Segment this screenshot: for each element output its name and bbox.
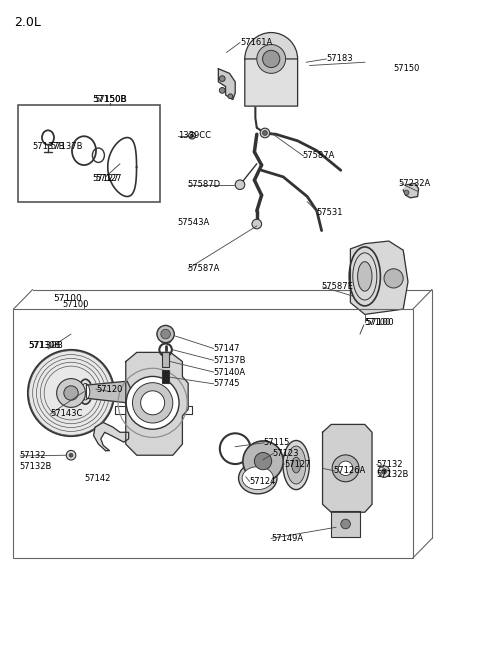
Circle shape [219, 88, 225, 93]
Text: 57142: 57142 [84, 474, 110, 483]
Ellipse shape [287, 446, 306, 484]
Ellipse shape [283, 441, 309, 490]
Ellipse shape [292, 457, 300, 473]
Text: 57161A: 57161A [240, 38, 272, 47]
Circle shape [263, 50, 280, 67]
Ellipse shape [81, 384, 90, 400]
Text: 57115: 57115 [263, 438, 289, 447]
Text: 57143C: 57143C [50, 409, 83, 419]
Text: 57587A: 57587A [302, 151, 335, 160]
Text: 57587A: 57587A [187, 264, 219, 273]
Text: 57123: 57123 [273, 449, 299, 458]
Text: 57140A: 57140A [214, 367, 246, 377]
Ellipse shape [79, 379, 92, 404]
Bar [162, 370, 169, 383]
Text: 57150: 57150 [394, 64, 420, 73]
Text: 57127: 57127 [284, 460, 311, 469]
Circle shape [260, 128, 270, 138]
Circle shape [252, 219, 262, 229]
Circle shape [254, 453, 272, 470]
Ellipse shape [358, 262, 372, 291]
Circle shape [382, 469, 386, 474]
Text: 57149A: 57149A [271, 534, 303, 543]
Circle shape [161, 329, 170, 339]
Circle shape [219, 76, 225, 81]
Circle shape [341, 519, 350, 529]
Text: 57132B: 57132B [19, 462, 51, 471]
Circle shape [57, 379, 85, 407]
Circle shape [404, 190, 409, 195]
Text: 57137B: 57137B [50, 142, 83, 151]
Circle shape [141, 391, 165, 415]
Bar [18, 105, 160, 202]
Text: 57543A: 57543A [178, 218, 210, 227]
Text: 57126A: 57126A [334, 466, 366, 476]
Bar [13, 309, 413, 558]
Circle shape [257, 45, 286, 73]
Polygon shape [94, 422, 129, 451]
Bar [331, 511, 360, 537]
Circle shape [338, 461, 353, 476]
Text: 57120: 57120 [96, 384, 122, 394]
Circle shape [157, 326, 174, 343]
Text: 57100: 57100 [365, 318, 394, 327]
Polygon shape [403, 183, 419, 198]
Circle shape [332, 455, 359, 482]
Text: 57232A: 57232A [398, 179, 431, 188]
Ellipse shape [239, 462, 277, 494]
Text: 57531: 57531 [317, 208, 343, 217]
Text: 57587E: 57587E [322, 282, 353, 291]
Text: 57137B: 57137B [33, 141, 65, 151]
Polygon shape [218, 69, 235, 100]
Text: 57132: 57132 [19, 451, 46, 460]
Text: 57124: 57124 [250, 477, 276, 486]
Circle shape [66, 451, 76, 460]
Text: 57127: 57127 [95, 174, 121, 183]
Circle shape [69, 453, 73, 457]
Text: 57100: 57100 [365, 318, 391, 327]
Circle shape [243, 441, 283, 481]
Circle shape [378, 466, 390, 477]
Text: 57130B: 57130B [28, 341, 63, 350]
Polygon shape [245, 52, 298, 106]
Text: 1339CC: 1339CC [178, 131, 211, 140]
Text: 57100: 57100 [53, 293, 82, 303]
Text: 57587D: 57587D [187, 180, 220, 189]
Circle shape [28, 350, 114, 436]
Circle shape [126, 377, 179, 429]
Circle shape [191, 134, 193, 137]
Circle shape [132, 383, 173, 423]
Circle shape [263, 130, 267, 136]
Text: 57132B: 57132B [377, 470, 409, 479]
Polygon shape [350, 241, 408, 314]
Circle shape [64, 386, 78, 400]
Circle shape [235, 180, 245, 189]
Text: 57130B: 57130B [29, 341, 61, 350]
Ellipse shape [242, 466, 274, 490]
Text: 57183: 57183 [326, 54, 353, 64]
Circle shape [384, 269, 403, 288]
Text: 57745: 57745 [214, 379, 240, 388]
Text: 57137B: 57137B [214, 356, 246, 365]
Text: 57127: 57127 [92, 174, 119, 183]
Polygon shape [323, 424, 372, 512]
Text: 2.0L: 2.0L [14, 16, 41, 29]
Bar [162, 352, 169, 367]
Circle shape [228, 94, 233, 99]
Text: 57100: 57100 [62, 300, 89, 309]
Polygon shape [86, 381, 132, 403]
Wedge shape [245, 33, 298, 59]
Text: 57132: 57132 [377, 460, 403, 469]
Text: 57147: 57147 [214, 344, 240, 353]
Text: 57150B: 57150B [93, 95, 128, 104]
Text: 57150B: 57150B [94, 95, 127, 104]
Polygon shape [126, 352, 188, 455]
